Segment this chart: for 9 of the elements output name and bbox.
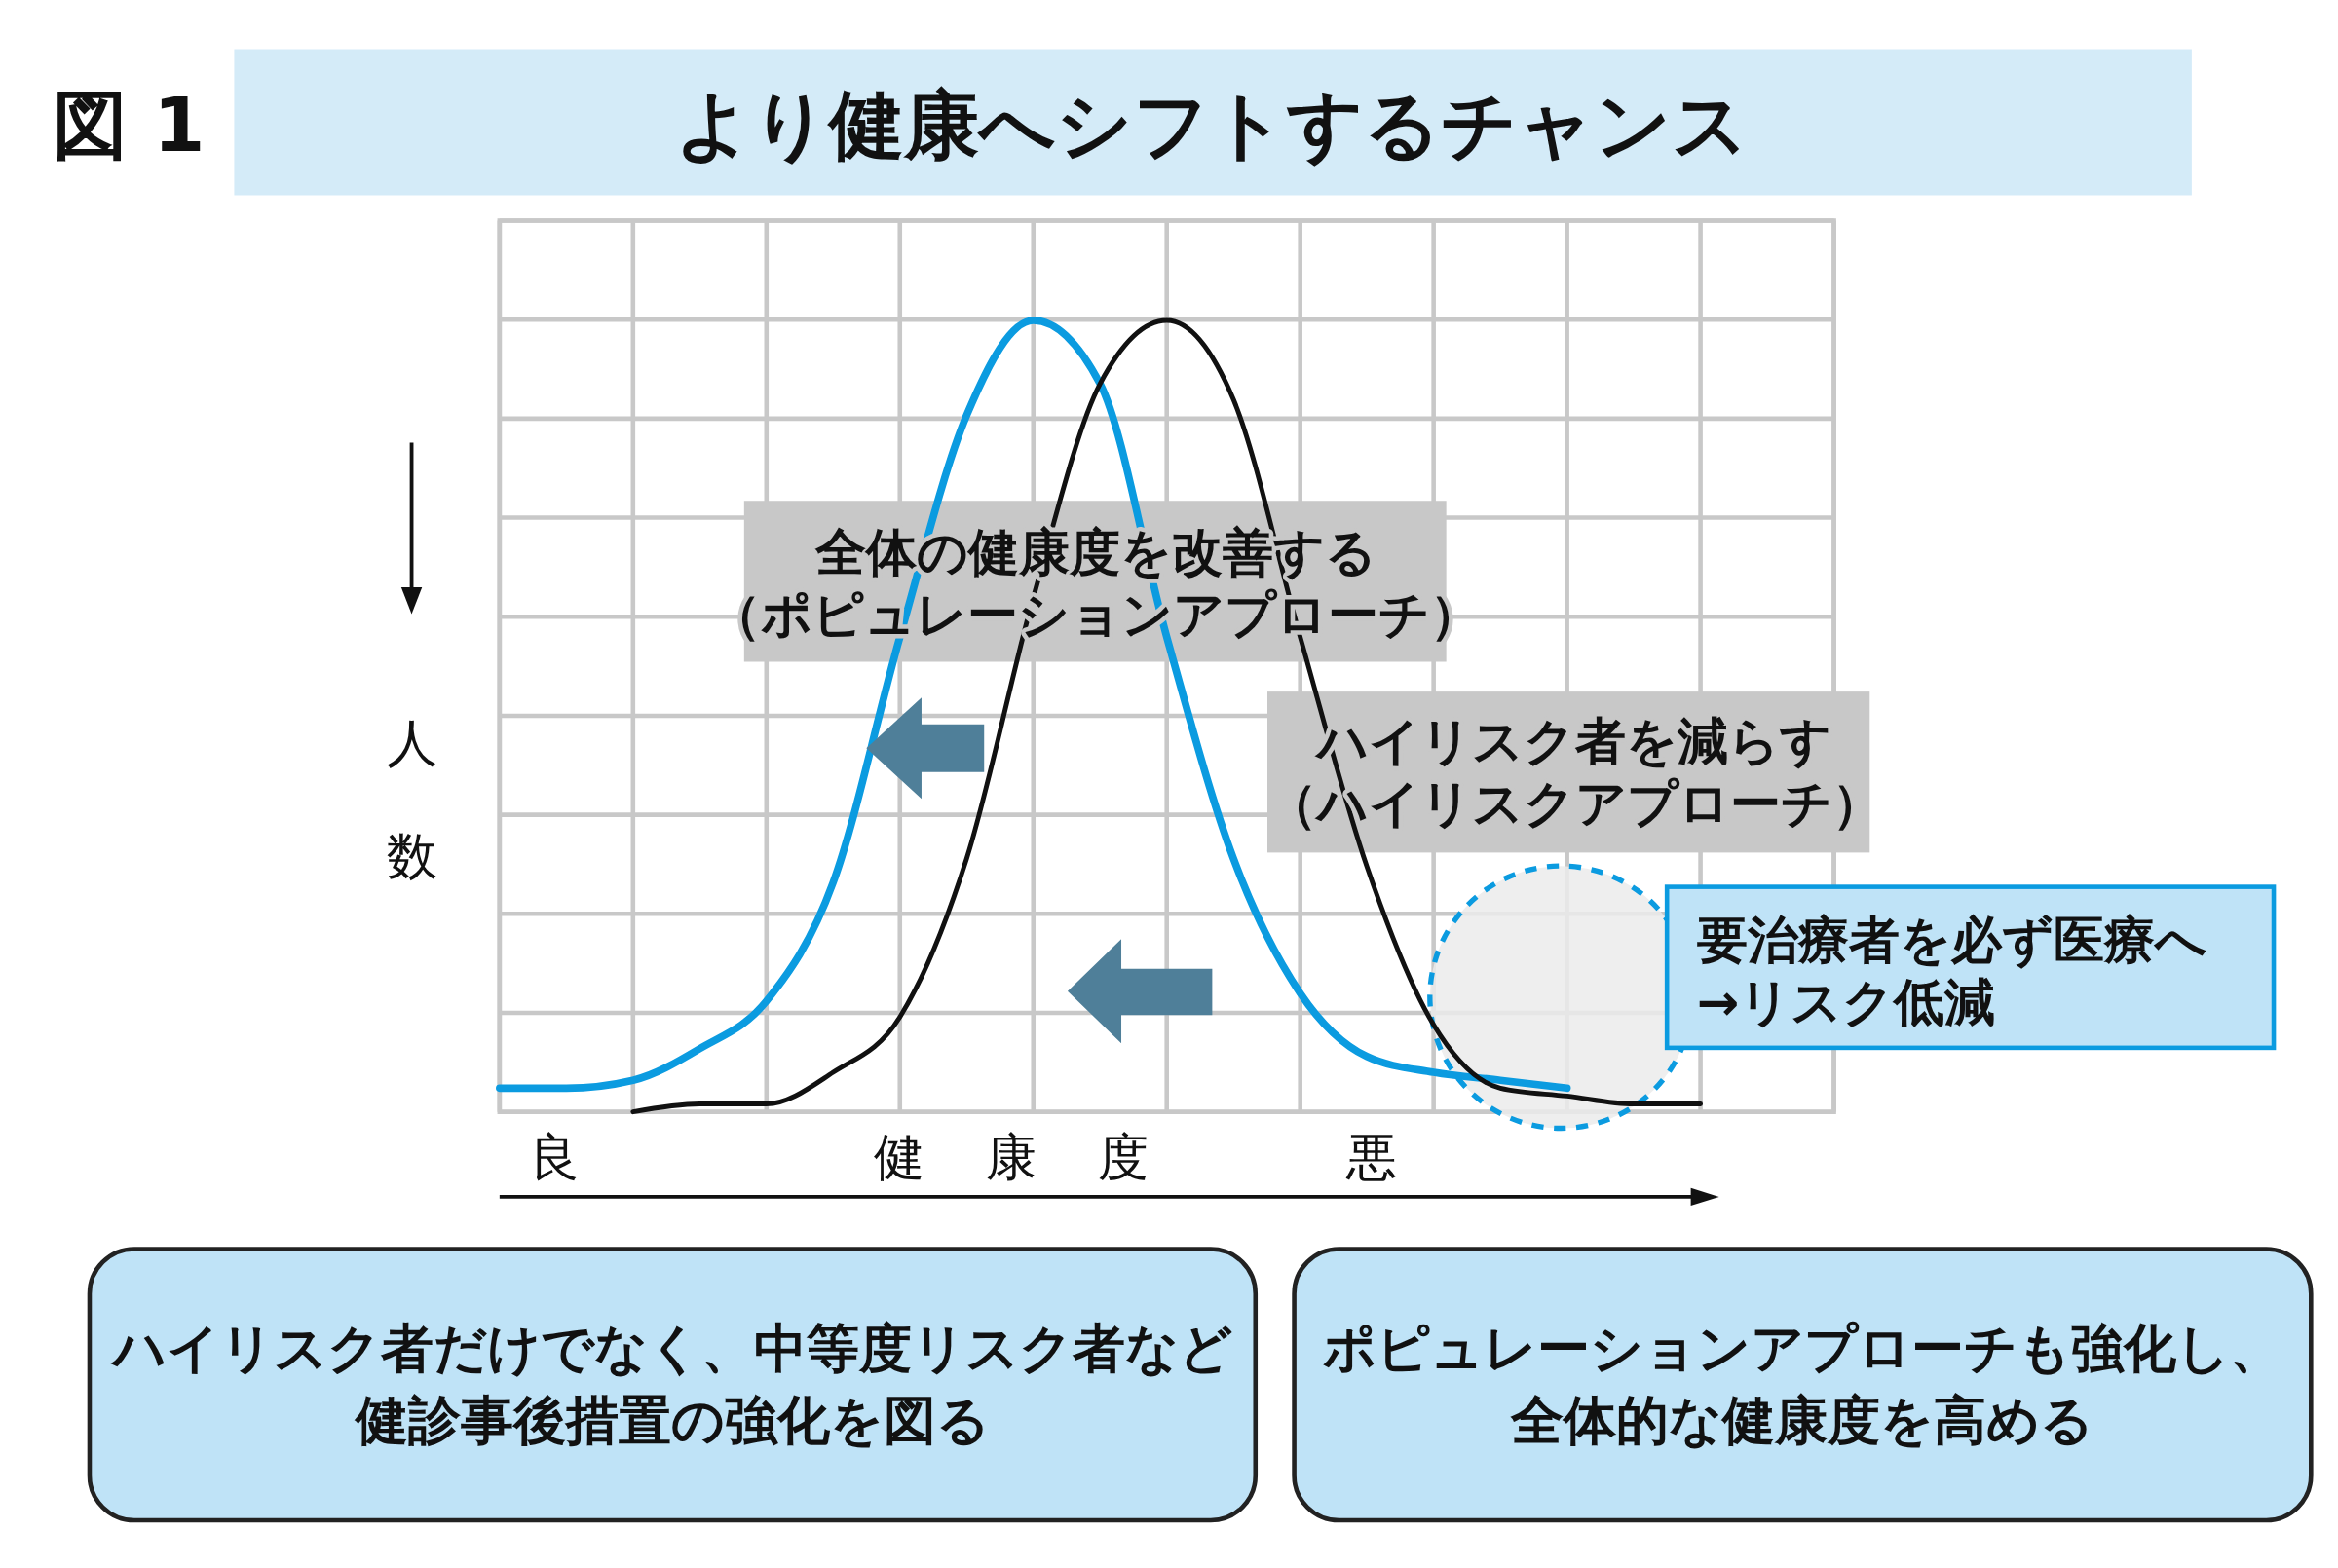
text: 健康度 (873, 1127, 1149, 1186)
caption: 図 1 (52, 81, 206, 168)
y-axis-title: 人数 (386, 713, 437, 885)
chart-title: より健康へシフトするチャンス (675, 81, 1750, 168)
text: ポピュレーションアプローチも強化し、全体的な健康度を高める (1322, 1318, 2282, 1451)
text: 悪 (1345, 1127, 1398, 1186)
text: ハイリスク者だけでなく、中等度リスク者など健診事後措置の強化を図る (109, 1318, 1232, 1451)
annotation: 要治療者を必ず医療へ→リスク低減 (1696, 910, 2206, 1031)
text: 良 (529, 1127, 581, 1186)
